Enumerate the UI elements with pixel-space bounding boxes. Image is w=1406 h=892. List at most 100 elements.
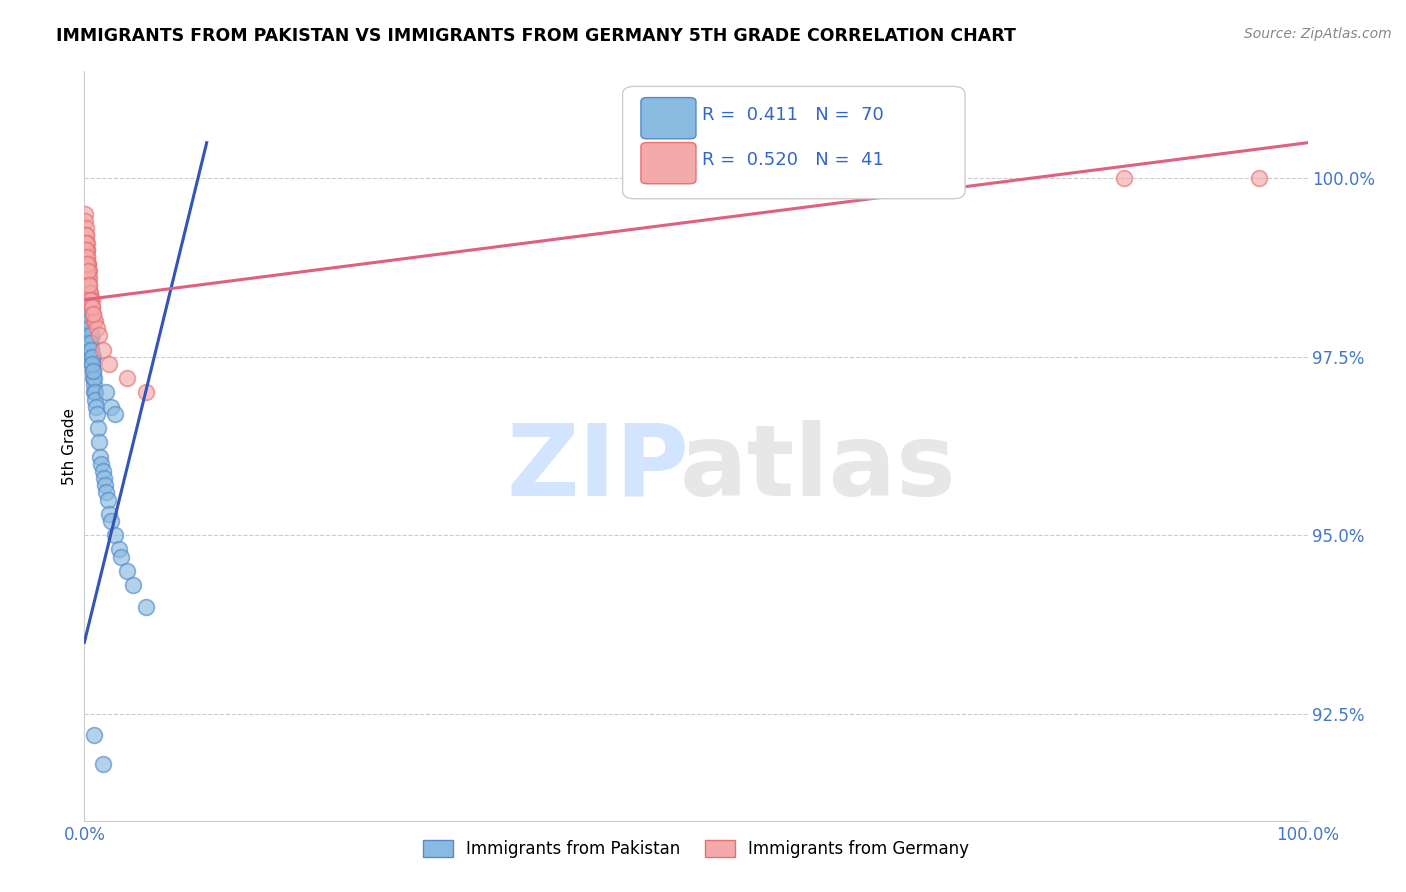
Point [96, 385, 118, 400]
Point [79, 293, 101, 307]
Point [80, 335, 103, 350]
Point [76, 235, 98, 250]
Point [84, 314, 107, 328]
Point [82, 307, 104, 321]
Point [97, 507, 120, 521]
Point [82, 357, 104, 371]
Point [75, 235, 97, 250]
Point [80, 300, 103, 314]
Point [75, 243, 97, 257]
Point [1247, 171, 1270, 186]
Point [80, 350, 103, 364]
Point [80, 343, 103, 357]
Point [87, 435, 110, 450]
Point [83, 371, 105, 385]
Point [1114, 171, 1136, 186]
Point [79, 335, 101, 350]
Point [76, 257, 98, 271]
Text: IMMIGRANTS FROM PAKISTAN VS IMMIGRANTS FROM GERMANY 5TH GRADE CORRELATION CHART: IMMIGRANTS FROM PAKISTAN VS IMMIGRANTS F… [56, 27, 1017, 45]
Point [76, 257, 98, 271]
Point [93, 471, 115, 485]
Point [82, 300, 104, 314]
Point [73, 328, 96, 343]
Y-axis label: 5th Grade: 5th Grade [62, 408, 77, 484]
Point [77, 257, 100, 271]
FancyBboxPatch shape [641, 97, 696, 139]
Point [135, 385, 157, 400]
Point [82, 364, 104, 378]
Point [89, 450, 111, 464]
Point [86, 321, 108, 335]
Point [122, 578, 145, 592]
Point [90, 457, 112, 471]
Point [82, 307, 104, 321]
Point [77, 264, 100, 278]
Point [107, 542, 129, 557]
Point [79, 314, 101, 328]
Point [76, 257, 98, 271]
Point [80, 328, 103, 343]
Point [115, 564, 138, 578]
Text: ZIP: ZIP [506, 420, 689, 517]
Point [82, 357, 104, 371]
Point [75, 285, 97, 300]
Point [80, 328, 103, 343]
Legend: Immigrants from Pakistan, Immigrants from Germany: Immigrants from Pakistan, Immigrants fro… [416, 833, 976, 864]
Point [135, 599, 157, 614]
Point [97, 492, 120, 507]
Point [929, 171, 952, 186]
Point [79, 285, 101, 300]
Point [79, 314, 101, 328]
Point [77, 278, 100, 293]
Point [77, 264, 100, 278]
FancyBboxPatch shape [623, 87, 965, 199]
Point [80, 350, 103, 364]
Point [100, 514, 122, 528]
Point [82, 350, 104, 364]
Point [77, 278, 100, 293]
Point [77, 271, 100, 285]
Point [83, 385, 105, 400]
Point [79, 328, 101, 343]
Point [73, 207, 96, 221]
Point [77, 307, 100, 321]
Point [76, 264, 98, 278]
Point [76, 293, 98, 307]
Point [77, 314, 100, 328]
Point [115, 371, 138, 385]
Point [76, 300, 98, 314]
Point [83, 385, 105, 400]
Point [76, 250, 98, 264]
Point [77, 293, 100, 307]
Point [82, 364, 104, 378]
Point [104, 407, 127, 421]
Point [91, 343, 114, 357]
Point [97, 357, 120, 371]
Point [76, 271, 98, 285]
Point [110, 549, 132, 564]
Point [83, 314, 105, 328]
Point [76, 243, 98, 257]
Point [75, 228, 97, 243]
Point [75, 278, 97, 293]
Point [83, 728, 105, 742]
Point [80, 343, 103, 357]
Point [79, 321, 101, 335]
Point [84, 400, 107, 414]
Point [75, 293, 97, 307]
Point [91, 756, 114, 771]
Text: Source: ZipAtlas.com: Source: ZipAtlas.com [1244, 27, 1392, 41]
Point [77, 264, 100, 278]
Point [104, 528, 127, 542]
Point [86, 407, 108, 421]
Point [77, 321, 100, 335]
Point [76, 257, 98, 271]
Text: R =  0.520   N =  41: R = 0.520 N = 41 [702, 151, 884, 169]
Point [75, 221, 97, 235]
Point [87, 328, 110, 343]
Point [83, 378, 105, 392]
Point [77, 278, 100, 293]
Point [75, 307, 97, 321]
Point [79, 307, 101, 321]
Point [76, 243, 98, 257]
